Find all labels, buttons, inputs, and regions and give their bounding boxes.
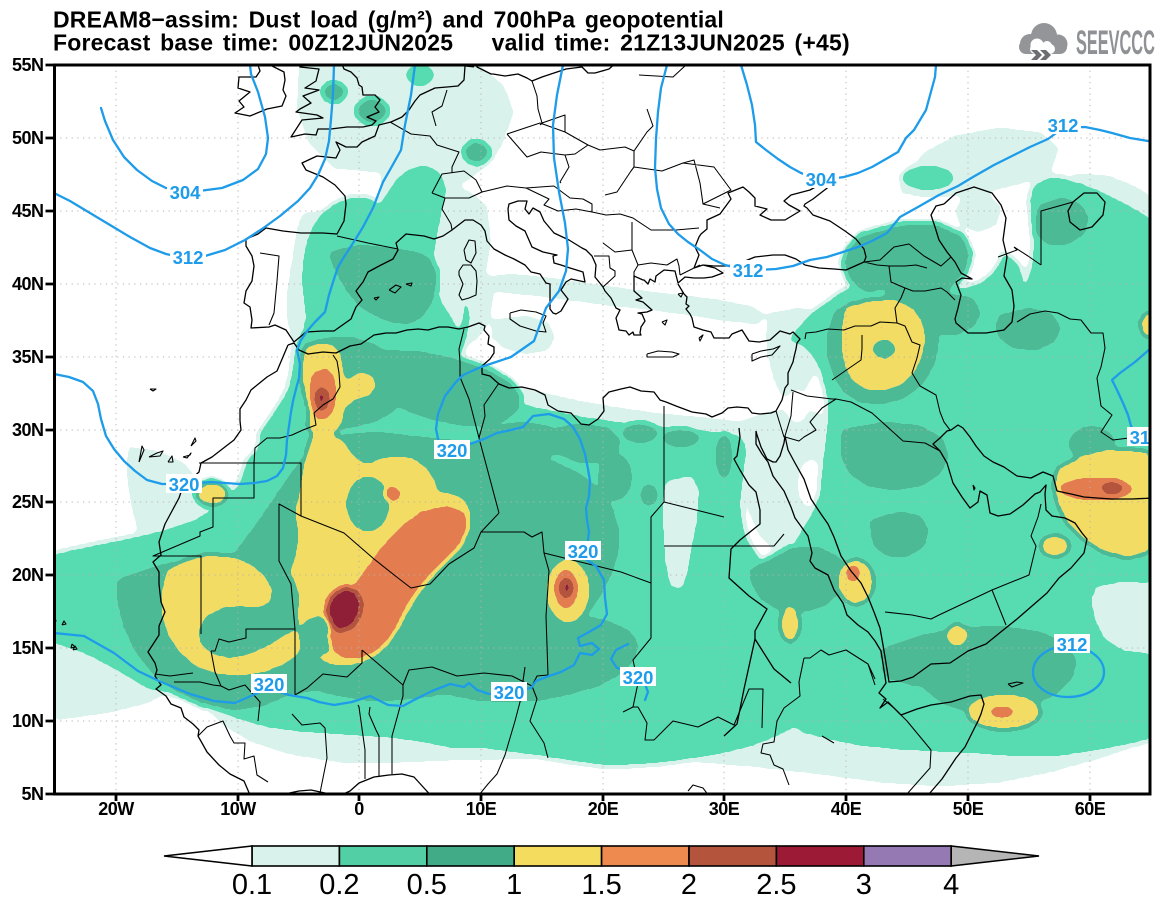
svg-text:304: 304 bbox=[806, 169, 838, 190]
svg-text:4: 4 bbox=[943, 869, 959, 901]
svg-text:60E: 60E bbox=[1075, 799, 1106, 819]
svg-text:320: 320 bbox=[568, 541, 599, 562]
svg-text:10W: 10W bbox=[220, 799, 256, 819]
svg-text:2.5: 2.5 bbox=[756, 869, 796, 901]
svg-text:20N: 20N bbox=[12, 565, 44, 585]
svg-text:10N: 10N bbox=[12, 711, 44, 731]
svg-text:312: 312 bbox=[1048, 115, 1079, 136]
svg-text:320: 320 bbox=[169, 474, 200, 495]
svg-text:3: 3 bbox=[856, 869, 872, 901]
svg-text:DREAM8−assim: Dust load (g/m²): DREAM8−assim: Dust load (g/m²) and 700hP… bbox=[53, 7, 724, 33]
svg-text:1.5: 1.5 bbox=[581, 869, 621, 901]
svg-text:0.5: 0.5 bbox=[407, 869, 447, 901]
svg-text:320: 320 bbox=[437, 440, 468, 461]
svg-text:30N: 30N bbox=[12, 420, 44, 440]
svg-text:45N: 45N bbox=[12, 201, 44, 221]
svg-text:25N: 25N bbox=[12, 492, 44, 512]
svg-text:Forecast base time: 00Z12JUN20: Forecast base time: 00Z12JUN2025 valid t… bbox=[53, 30, 850, 56]
svg-text:55N: 55N bbox=[12, 55, 44, 75]
svg-text:312: 312 bbox=[1057, 634, 1088, 655]
svg-text:320: 320 bbox=[494, 682, 525, 703]
svg-text:312: 312 bbox=[1130, 427, 1161, 448]
svg-text:5N: 5N bbox=[21, 784, 43, 804]
svg-text:35N: 35N bbox=[12, 347, 44, 367]
svg-text:304: 304 bbox=[170, 182, 202, 203]
svg-text:50E: 50E bbox=[953, 799, 984, 819]
svg-text:50N: 50N bbox=[12, 128, 44, 148]
svg-text:320: 320 bbox=[254, 674, 285, 695]
svg-text:40N: 40N bbox=[12, 274, 44, 294]
svg-text:320: 320 bbox=[623, 667, 654, 688]
svg-text:0: 0 bbox=[354, 799, 364, 819]
svg-text:SEEVCCC: SEEVCCC bbox=[1076, 23, 1155, 61]
svg-text:1: 1 bbox=[506, 869, 522, 901]
svg-text:10E: 10E bbox=[466, 799, 497, 819]
svg-text:2: 2 bbox=[681, 869, 697, 901]
svg-text:312: 312 bbox=[733, 260, 764, 281]
svg-text:15N: 15N bbox=[12, 638, 44, 658]
svg-text:20E: 20E bbox=[588, 799, 619, 819]
svg-text:312: 312 bbox=[173, 247, 204, 268]
svg-text:20W: 20W bbox=[98, 799, 134, 819]
svg-text:0.1: 0.1 bbox=[232, 869, 272, 901]
svg-text:40E: 40E bbox=[831, 799, 862, 819]
svg-text:0.2: 0.2 bbox=[319, 869, 359, 901]
svg-text:30E: 30E bbox=[709, 799, 740, 819]
